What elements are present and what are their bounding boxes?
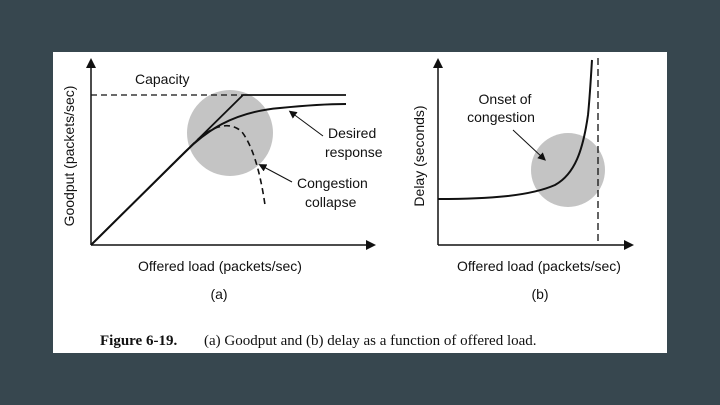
collapse-label-2: collapse bbox=[305, 194, 357, 210]
congestion-region-circle bbox=[187, 90, 273, 176]
caption-text: (a) Goodput and (b) delay as a function … bbox=[204, 333, 537, 349]
panel-b-sublabel: (b) bbox=[531, 286, 548, 302]
goodput-ylabel: Goodput (packets/sec) bbox=[61, 86, 77, 227]
figure-caption: Figure 6-19. (a) Goodput and (b) delay a… bbox=[100, 333, 537, 349]
goodput-xlabel: Offered load (packets/sec) bbox=[138, 258, 302, 274]
onset-label-1: Onset of bbox=[479, 91, 532, 107]
y-axis-arrow bbox=[433, 58, 443, 68]
delay-ylabel: Delay (seconds) bbox=[411, 105, 427, 206]
onset-region-circle bbox=[531, 133, 605, 207]
capacity-label: Capacity bbox=[135, 71, 189, 87]
y-axis-arrow bbox=[86, 58, 96, 68]
congestion-collapse-curve bbox=[90, 124, 266, 246]
desired-label-1: Desired bbox=[328, 125, 376, 141]
goodput-graph: Capacity Desired response Congestion col… bbox=[61, 58, 383, 302]
onset-label-2: congestion bbox=[467, 109, 535, 125]
panel-a-sublabel: (a) bbox=[210, 286, 227, 302]
desired-response-curve bbox=[90, 103, 347, 246]
onset-leader bbox=[512, 129, 546, 161]
collapse-label-1: Congestion bbox=[297, 175, 368, 191]
delay-graph: Onset of congestion Delay (seconds) Offe… bbox=[411, 58, 634, 302]
x-axis-arrow bbox=[366, 240, 376, 250]
collapse-leader bbox=[258, 164, 293, 183]
desired-leader bbox=[288, 110, 324, 137]
delay-curve bbox=[437, 59, 593, 200]
desired-label-2: response bbox=[325, 144, 383, 160]
caption-bold: Figure 6-19. bbox=[100, 333, 177, 349]
delay-xlabel: Offered load (packets/sec) bbox=[457, 258, 621, 274]
x-axis-arrow bbox=[624, 240, 634, 250]
